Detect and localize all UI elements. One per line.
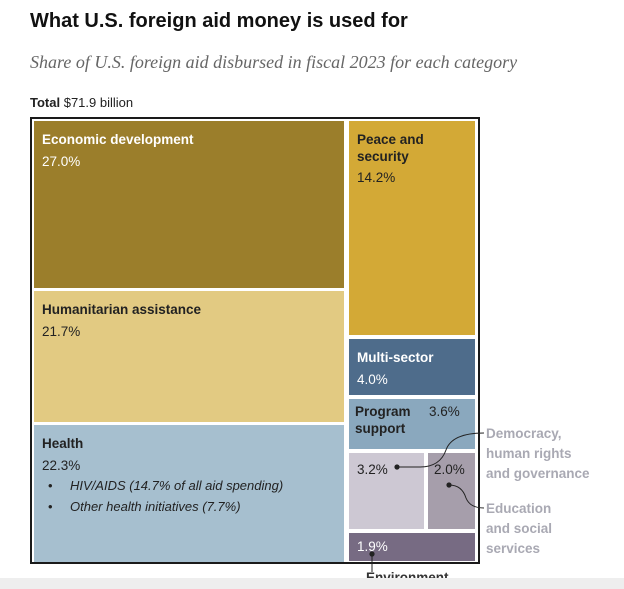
treemap-cell-humanitarian-assistance: Humanitarian assistance 21.7% — [34, 291, 344, 422]
label-environment: Environment — [366, 570, 449, 578]
label-program-support-line-1: support — [355, 421, 406, 436]
label-health: Health — [42, 436, 84, 451]
label-education-social-services-line-2: services — [486, 541, 541, 556]
value-education-and-social-services: 2.0% — [434, 462, 465, 477]
chart-subtitle: Share of U.S. foreign aid disbursed in f… — [30, 52, 518, 72]
label-democracy-human-rights-governance-line-1: human rights — [486, 446, 572, 461]
label-economic-development: Economic development — [42, 132, 194, 147]
treemap-cell-democracy-human-rights-and-governance: 3.2% — [349, 453, 424, 529]
chart-title: What U.S. foreign aid money is used for — [30, 10, 408, 32]
label-environment-line-0: Environment — [366, 570, 449, 578]
treemap-cell-peace-and-security: Peace and security 14.2% — [349, 121, 475, 335]
value-humanitarian-assistance: 21.7% — [42, 324, 81, 339]
label-democracy-human-rights-governance-line-0: Democracy, — [486, 426, 562, 441]
treemap-cell-health: Health 22.3% • HIV/AIDS (14.7% of all aid s… — [34, 425, 344, 562]
total-label: Total $71.9 billion — [30, 95, 133, 110]
total-value: $71.9 billion — [63, 95, 134, 110]
treemap-cell-education-and-social-services: 2.0% — [428, 453, 475, 529]
total-label-text: Total — [30, 95, 61, 110]
label-peace-and-security-line-0: Peace and — [357, 132, 424, 147]
value-program-support: 3.6% — [429, 404, 460, 419]
value-democracy-human-rights-and-governance: 3.2% — [357, 462, 388, 477]
value-peace-and-security: 14.2% — [357, 170, 396, 185]
treemap: Economic development 27.0% Humanitarian as… — [30, 117, 480, 564]
bullet-other-health-initiatives-icon: • — [48, 499, 53, 514]
page-bottom-band — [0, 578, 624, 589]
label-education-social-services-line-1: and social — [486, 521, 553, 536]
value-economic-development: 27.0% — [42, 154, 81, 169]
label-multi-sector: Multi-sector — [357, 350, 434, 365]
value-health: 22.3% — [42, 458, 81, 473]
label-democracy-human-rights-governance: Democracy, human rights and governance — [486, 424, 590, 484]
label-peace-and-security-line-1: security — [357, 149, 409, 164]
bullet-hiv-aids-icon: • — [48, 478, 53, 493]
sublabel-hiv-aids: HIV/AIDS (14.7% of all aid spending) — [70, 478, 284, 493]
value-multi-sector: 4.0% — [357, 372, 388, 387]
label-humanitarian-assistance: Humanitarian assistance — [42, 302, 202, 317]
label-democracy-human-rights-governance-line-2: and governance — [486, 466, 590, 481]
label-program-support-line-0: Program — [355, 404, 411, 419]
label-education-social-services: Education and social services — [486, 499, 552, 559]
label-education-social-services-line-0: Education — [486, 501, 552, 516]
treemap-cell-environment: 1.9% — [349, 533, 475, 561]
treemap-cell-multi-sector: Multi-sector 4.0% — [349, 339, 475, 395]
treemap-cell-program-support: Program support 3.6% — [349, 399, 475, 449]
sublabel-other-health-initiatives: Other health initiatives (7.7%) — [70, 499, 241, 514]
treemap-cell-economic-development: Economic development 27.0% — [34, 121, 344, 288]
value-environment: 1.9% — [357, 539, 388, 554]
